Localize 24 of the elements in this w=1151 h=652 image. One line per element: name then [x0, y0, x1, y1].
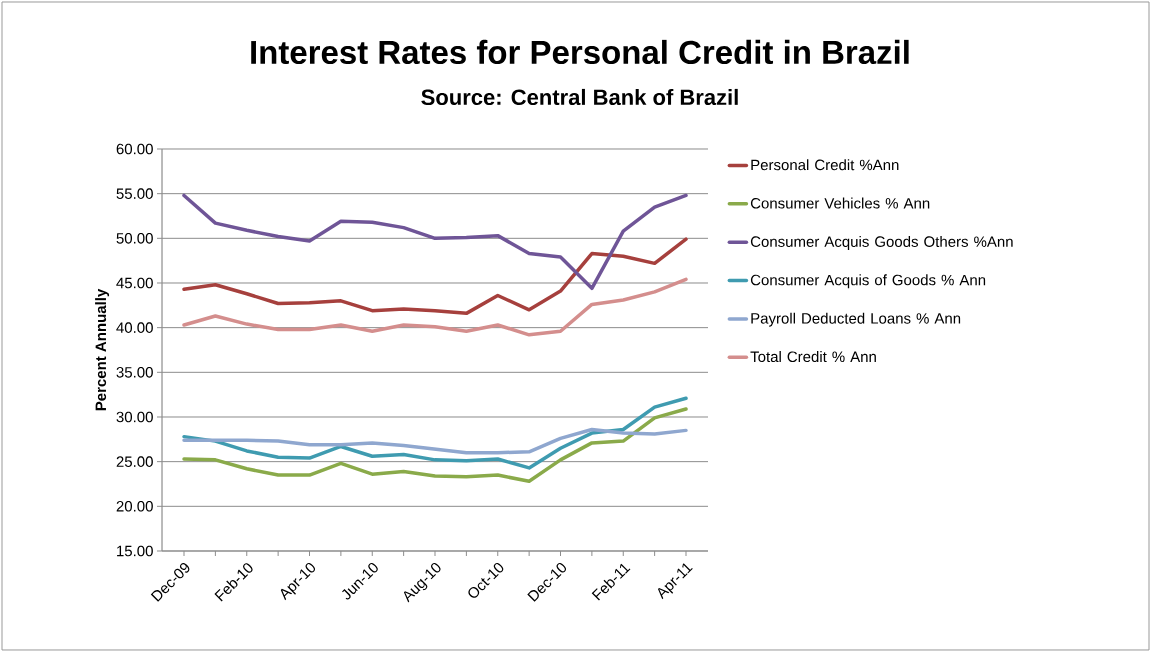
line-series: [182, 193, 688, 291]
y-tick-label: 60.00: [116, 143, 153, 155]
y-tick-label: 15.00: [117, 545, 153, 557]
legend-label: Consumer Acquis Goods Others %Ann: [750, 235, 1013, 250]
y-tick-label: 50.00: [116, 233, 153, 244]
y-tick-label: 35.00: [116, 367, 153, 378]
legend-label: Personal Credit %Ann: [751, 159, 899, 171]
legend-label: Consumer Vehicles % Ann: [750, 197, 930, 209]
line-series: [182, 277, 688, 337]
legend-label: Payroll Deducted Loans % Ann: [751, 312, 961, 327]
line-series: [182, 407, 688, 484]
y-axis-title: Percent Annually: [95, 288, 110, 411]
y-tick-label: 20.00: [116, 501, 153, 512]
line-series: [182, 237, 688, 316]
legend-label: Total Credit % Ann: [750, 351, 876, 363]
y-tick-label: 25.00: [116, 456, 153, 467]
y-tick-label: 45.00: [116, 277, 153, 289]
chart-subtitle: Source: Central Bank of Brazil: [421, 88, 738, 106]
line-series: [182, 396, 688, 470]
legend-label: Consumer Acquis of Goods % Ann: [750, 274, 986, 289]
y-tick-label: 40.00: [116, 322, 153, 333]
y-tick-label: 55.00: [116, 188, 153, 199]
y-tick-label: 30.00: [116, 411, 153, 423]
chart-title: Interest Rates for Personal Credit in Brazil: [251, 39, 909, 65]
